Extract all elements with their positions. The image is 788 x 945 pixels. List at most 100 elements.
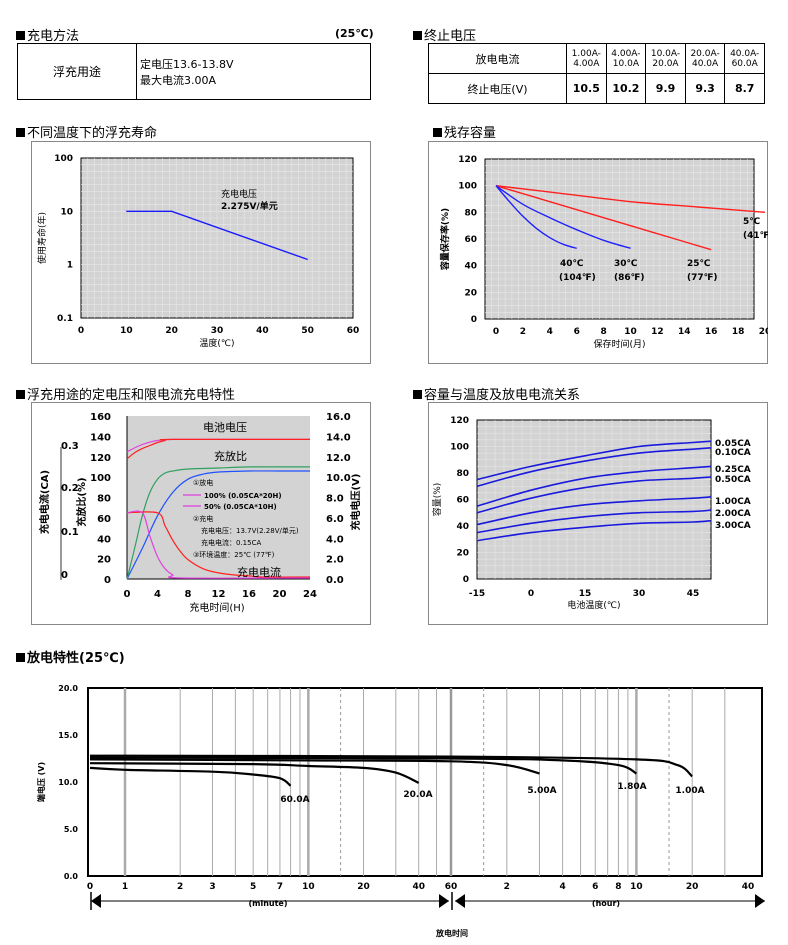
- float-charge-legend-100: 100% (0.05CA*20H): [204, 492, 282, 500]
- cutoff-voltage-1: 10.5: [566, 73, 607, 104]
- float-life-x-tick: 0: [78, 326, 84, 336]
- float-charge-chart: 0 4 8 12 16 20 24 0 20 40 60 80 100 120 140 160 0.0 2.0 4.…: [31, 402, 371, 625]
- discharge-series-label: 1.00A: [675, 786, 704, 796]
- retention-series-alt-label: (77℉): [687, 273, 718, 283]
- charge-method-title-text: 充电方法: [27, 29, 80, 44]
- discharge-x-tick-hour: 2: [504, 882, 510, 892]
- cutoff-title-text: 终止电压: [424, 29, 477, 44]
- retention-x-tick: 2: [520, 327, 526, 337]
- float-charge-current-label: 充电电流: [237, 565, 281, 579]
- float-charge-pct-tick: 40: [97, 534, 111, 545]
- float-charge-series-line: [126, 511, 311, 578]
- capacity-temp-series-line: [476, 476, 712, 514]
- discharge-series-label: 1.80A: [617, 782, 646, 792]
- float-charge-series-line: [126, 438, 311, 460]
- retention-x-tick: 4: [547, 327, 553, 337]
- float-life-x-tick: 40: [256, 326, 269, 336]
- capacity-temp-series-label: 3.00CA: [715, 521, 751, 531]
- capacity-temp-series-line: [476, 465, 712, 507]
- discharge-x-tick-minute: 7: [277, 882, 283, 892]
- capacity-temp-y-tick: 120: [450, 416, 469, 426]
- capacity-temp-y-tick: 0: [463, 575, 469, 585]
- discharge-series-line: [89, 766, 292, 787]
- float-charge-volt-tick: 0.0: [326, 575, 344, 586]
- retention-series-alt-label: (86℉): [614, 273, 645, 283]
- float-life-x-tick: 20: [165, 326, 178, 336]
- cutoff-current-label: 放电电流: [428, 43, 567, 74]
- capacity-temp-series-label: 2.00CA: [715, 509, 751, 519]
- charge-method-table: 浮充用途 定电压13.6-13.8V 最大电流3.00A: [17, 43, 371, 100]
- cutoff-voltage-4: 9.3: [684, 73, 726, 104]
- discharge-chart: 0.0 5.0 10.0 15.0 20.0 端电压 (V) 0 1 2 3 5 7 10 20 40 60 2…: [36, 684, 765, 938]
- charge-spec-cell: 定电压13.6-13.8V 最大电流3.00A: [136, 43, 371, 100]
- discharge-x-tick-minute: 5: [250, 882, 256, 892]
- float-charge-ratio-curve-label: 充放比: [214, 449, 247, 463]
- float-charge-x-tick: 0: [124, 589, 131, 600]
- discharge-y-tick: 20.0: [58, 684, 78, 693]
- retention-y-label: 容量保存率(%): [439, 208, 451, 271]
- capacity-temp-x-tick: 0: [528, 589, 534, 599]
- charge-method-temp-note: (25℃): [335, 27, 374, 40]
- capacity-temp-x-tick: 45: [687, 589, 700, 599]
- retention-y-tick: 40: [464, 262, 477, 272]
- float-charge-pct-tick: 20: [97, 555, 111, 566]
- retention-series-line: [495, 185, 766, 213]
- discharge-hour-unit: (hour): [592, 899, 620, 908]
- cutoff-current-3: 10.0A-20.0A: [645, 43, 686, 74]
- discharge-x-tick-hour: 4: [559, 882, 565, 892]
- discharge-x-tick-hour: 40: [742, 882, 755, 892]
- cutoff-current-5: 40.0A-60.0A: [724, 43, 765, 74]
- float-life-chart: 0 10 20 30 40 50 60 0.1 1 10 100 温度(℃) 使用寿命(年) 充电电压2.…: [31, 141, 371, 364]
- discharge-x-label: 放电时间: [435, 928, 468, 938]
- float-life-y-tick: 0.1: [57, 314, 73, 324]
- retention-series-alt-label: (41℉): [743, 231, 768, 241]
- float-charge-series-line: [126, 470, 310, 580]
- retention-series-label: 40℃: [560, 259, 584, 269]
- capacity-temp-y-label: 容量(%): [431, 483, 443, 517]
- capacity-temp-x-tick: 30: [633, 589, 646, 599]
- capacity-temp-series-label: 0.25CA: [715, 465, 751, 475]
- float-charge-legend-current: 充电电流：0.15CA: [201, 538, 261, 547]
- float-charge-ratio-label: 充放比(%): [75, 477, 88, 526]
- discharge-plot-area: [87, 687, 763, 877]
- discharge-series-label: 20.0A: [403, 790, 432, 800]
- float-charge-legend-charge: ②充电: [193, 514, 213, 523]
- float-charge-series-line: [126, 466, 310, 580]
- capacity-temp-y-tick: 80: [456, 469, 469, 479]
- discharge-x-tick-minute: 1: [122, 882, 128, 892]
- cutoff-current-4: 20.0A-40.0A: [684, 43, 726, 74]
- float-charge-volt-tick: 12.0: [326, 453, 351, 464]
- retention-x-tick: 10: [624, 327, 637, 337]
- float-charge-plot-area: [127, 416, 310, 579]
- retention-x-tick: 6: [574, 327, 580, 337]
- discharge-series-label: 60.0A: [280, 795, 309, 805]
- float-charge-pct-tick: 160: [90, 412, 111, 423]
- retention-y-tick: 60: [464, 235, 477, 245]
- retention-series-label: 25℃: [687, 259, 711, 269]
- float-charge-series-line: [126, 510, 311, 579]
- retention-y-tick: 80: [464, 208, 477, 218]
- retention-y-tick: 0: [471, 315, 477, 325]
- retention-title-text: 残存容量: [444, 126, 497, 141]
- capacity-temp-series-line: [476, 519, 712, 542]
- float-charge-pct-tick: 0: [104, 575, 111, 586]
- float-charge-volt-tick: 4.0: [326, 534, 344, 545]
- discharge-hour-arrow-right: [755, 894, 765, 908]
- cutoff-table: 放电电流 1.00A-4.00A 4.00A-10.0A 10.0A-20.0A…: [428, 43, 765, 104]
- retention-x-tick: 0: [493, 327, 499, 337]
- retention-y-tick: 120: [458, 155, 477, 165]
- discharge-series-line: [89, 762, 420, 784]
- discharge-y-tick: 5.0: [64, 825, 79, 834]
- retention-series-line: [495, 185, 577, 249]
- retention-x-tick: 14: [678, 327, 691, 337]
- cutoff-voltage-5: 8.7: [724, 73, 765, 104]
- float-charge-x-tick: 4: [154, 589, 161, 600]
- discharge-hour-arrow-left: [455, 894, 465, 908]
- retention-chart: 0 2 4 6 8 10 12 14 16 18 20 0 20 40 60 80 100 120 保存时间(月) 容…: [428, 141, 768, 364]
- capacity-temp-series-line: [476, 440, 712, 481]
- discharge-series-line: [89, 758, 540, 775]
- discharge-y-tick: 15.0: [58, 731, 78, 740]
- capacity-temp-chart: -15 0 15 30 45020406080100120电池温度(℃)容量(%)0.0…: [428, 402, 768, 625]
- discharge-x-tick-hour: 6: [592, 882, 598, 892]
- float-charge-volt-tick: 14.0: [326, 432, 351, 443]
